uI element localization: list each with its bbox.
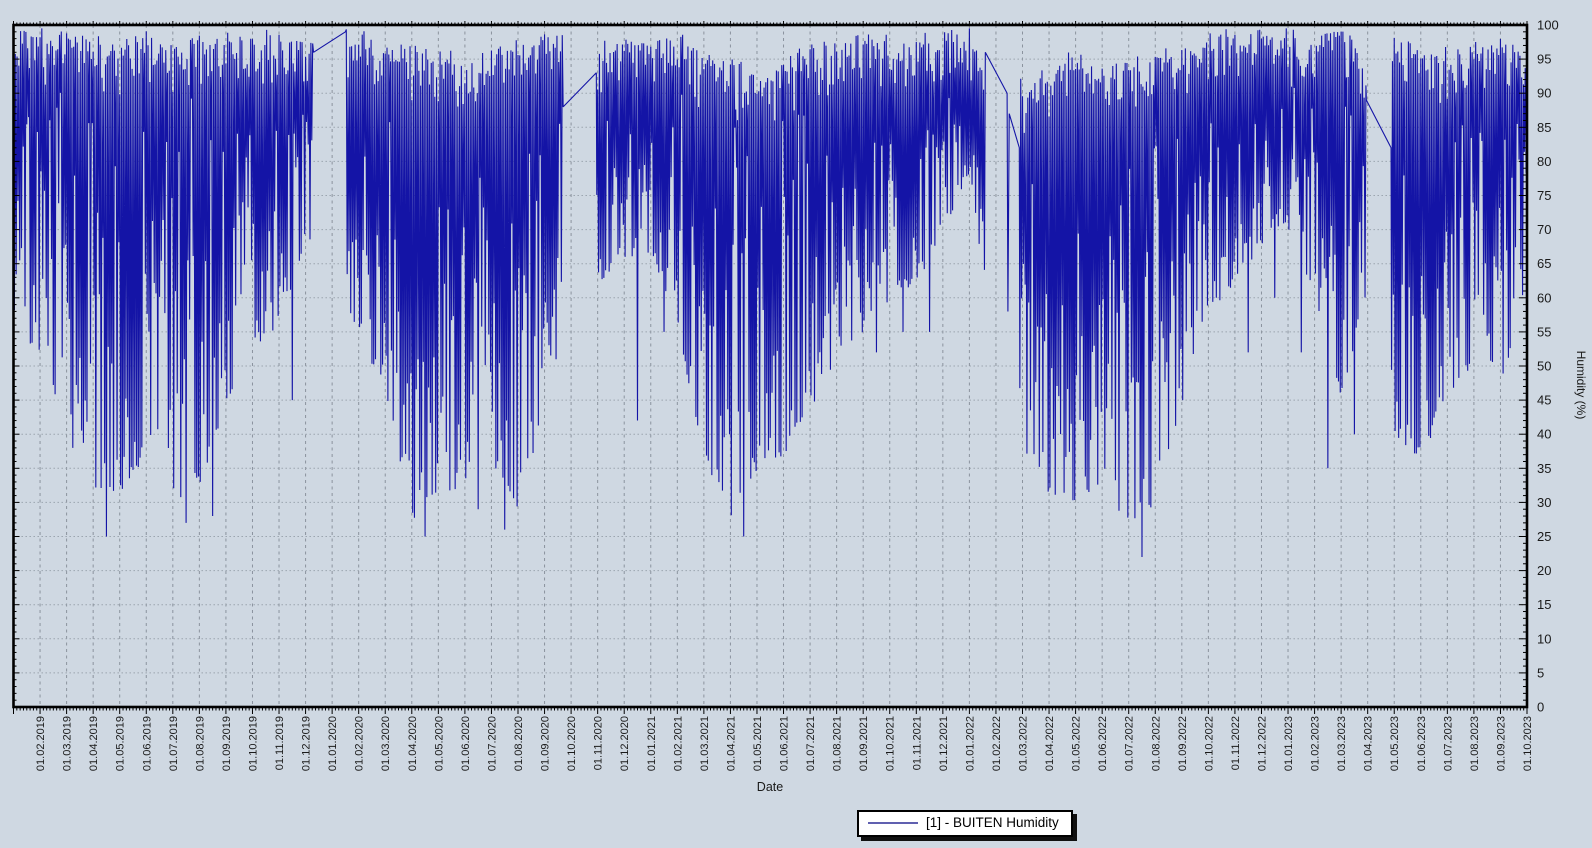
x-tick-label: 01.04.2021 (725, 716, 737, 771)
x-tick-label: 01.04.2023 (1363, 716, 1375, 771)
y-tick-label: 5 (1537, 665, 1544, 680)
y-tick-label: 70 (1537, 222, 1551, 237)
x-tick-label: 01.10.2020 (566, 716, 578, 771)
y-tick-label: 60 (1537, 290, 1551, 305)
x-tick-label: 01.02.2023 (1310, 716, 1322, 771)
x-tick-label: 01.11.2020 (593, 716, 605, 770)
x-tick-label: 01.05.2019 (115, 716, 127, 771)
x-tick-label: 01.02.2022 (991, 716, 1003, 771)
x-tick-label: 01.11.2019 (274, 716, 286, 770)
plot-border (12, 23, 1529, 709)
y-tick-label: 45 (1537, 393, 1551, 408)
x-tick-label: 01.05.2020 (433, 716, 445, 771)
x-tick-label: 01.11.2022 (1230, 716, 1242, 770)
x-tick-label: 01.03.2023 (1336, 716, 1348, 771)
x-tick-label: 01.12.2020 (619, 716, 631, 771)
x-tick-label: 01.05.2022 (1071, 716, 1083, 771)
y-axis-title: Humidity (%) (1574, 351, 1588, 420)
y-axis-tick-labels: 0 5 10 15 20 25 30 35 40 45 50 55 60 65 70 75 80 85 90 95 10… (1537, 18, 1559, 715)
x-tick-label: 01.03.2022 (1018, 716, 1030, 771)
legend-line-sample-icon (868, 822, 918, 824)
y-tick-label: 95 (1537, 52, 1551, 67)
x-tick-label: 01.10.2023 (1522, 716, 1534, 771)
x-tick-label: 01.09.2019 (221, 716, 233, 771)
x-tick-label: 01.08.2021 (832, 716, 844, 771)
x-axis-tick-labels: 01.02.2019 01.03.2019 01.04.2019 01.05.2019… (35, 716, 1534, 771)
x-tick-label: 01.10.2022 (1203, 716, 1215, 771)
x-tick-label: 01.09.2021 (858, 716, 870, 771)
x-tick-label: 01.12.2019 (301, 716, 313, 771)
y-tick-label: 80 (1537, 154, 1551, 169)
x-tick-label: 01.04.2022 (1044, 716, 1056, 771)
x-tick-label: 01.07.2022 (1124, 716, 1136, 771)
y-tick-label: 35 (1537, 461, 1551, 476)
x-tick-label: 01.07.2020 (486, 716, 498, 771)
data-series-layer (12, 28, 1528, 557)
x-tick-label: 01.09.2022 (1177, 716, 1189, 771)
x-tick-label: 01.01.2021 (646, 716, 658, 771)
x-tick-label: 01.03.2019 (62, 716, 74, 771)
x-tick-label: 01.06.2022 (1097, 716, 1109, 771)
x-tick-label: 01.06.2019 (141, 716, 153, 771)
y-tick-label: 85 (1537, 120, 1551, 135)
x-tick-label: 01.07.2023 (1442, 716, 1454, 771)
x-axis-title: Date (757, 780, 783, 794)
x-tick-label: 01.08.2019 (194, 716, 206, 771)
x-tick-label: 01.10.2021 (885, 716, 897, 771)
x-tick-label: 01.06.2021 (779, 716, 791, 771)
y-tick-label: 25 (1537, 529, 1551, 544)
y-tick-label: 40 (1537, 427, 1551, 442)
y-tick-label: 55 (1537, 324, 1551, 339)
x-tick-label: 01.01.2022 (964, 716, 976, 771)
y-tick-label: 65 (1537, 256, 1551, 271)
x-tick-label: 01.03.2020 (380, 716, 392, 771)
humidity-series-line (12, 28, 1528, 557)
x-tick-label: 01.12.2022 (1256, 716, 1268, 771)
x-tick-label: 01.08.2022 (1150, 716, 1162, 771)
y-tick-label: 20 (1537, 563, 1551, 578)
x-tick-label: 01.11.2021 (911, 716, 923, 770)
x-tick-label: 01.02.2020 (354, 716, 366, 771)
x-tick-label: 01.04.2020 (407, 716, 419, 771)
x-tick-label: 01.08.2020 (513, 716, 525, 771)
x-tick-label: 01.06.2023 (1416, 716, 1428, 771)
x-tick-label: 01.07.2021 (805, 716, 817, 771)
y-tick-label: 100 (1537, 18, 1559, 33)
x-tick-label: 01.05.2023 (1389, 716, 1401, 771)
x-tick-label: 01.10.2019 (247, 716, 259, 771)
x-tick-label: 01.09.2023 (1495, 716, 1507, 771)
x-tick-label: 01.03.2021 (699, 716, 711, 771)
x-tick-label: 01.07.2019 (168, 716, 180, 771)
x-tick-label: 01.02.2019 (35, 716, 47, 771)
x-tick-label: 01.09.2020 (540, 716, 552, 771)
x-tick-label: 01.04.2019 (88, 716, 100, 771)
x-tick-label: 01.05.2021 (752, 716, 764, 771)
legend: [1] - BUITEN Humidity (857, 810, 1073, 837)
y-tick-label: 10 (1537, 631, 1551, 646)
x-tick-label: 01.01.2023 (1283, 716, 1295, 771)
y-tick-label: 50 (1537, 359, 1551, 374)
x-tick-label: 01.12.2021 (938, 716, 950, 771)
legend-entry-label: [1] - BUITEN Humidity (926, 815, 1059, 831)
x-tick-label: 01.02.2021 (672, 716, 684, 771)
y-tick-label: 15 (1537, 597, 1551, 612)
y-tick-label: 30 (1537, 495, 1551, 510)
y-tick-label: 90 (1537, 86, 1551, 101)
x-tick-label: 01.08.2023 (1469, 716, 1481, 771)
x-tick-label: 01.01.2020 (327, 716, 339, 771)
y-tick-label: 75 (1537, 188, 1551, 203)
y-tick-label: 0 (1537, 700, 1544, 715)
x-tick-label: 01.06.2020 (460, 716, 472, 771)
